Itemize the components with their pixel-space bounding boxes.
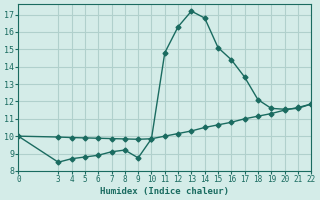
X-axis label: Humidex (Indice chaleur): Humidex (Indice chaleur) <box>100 187 229 196</box>
